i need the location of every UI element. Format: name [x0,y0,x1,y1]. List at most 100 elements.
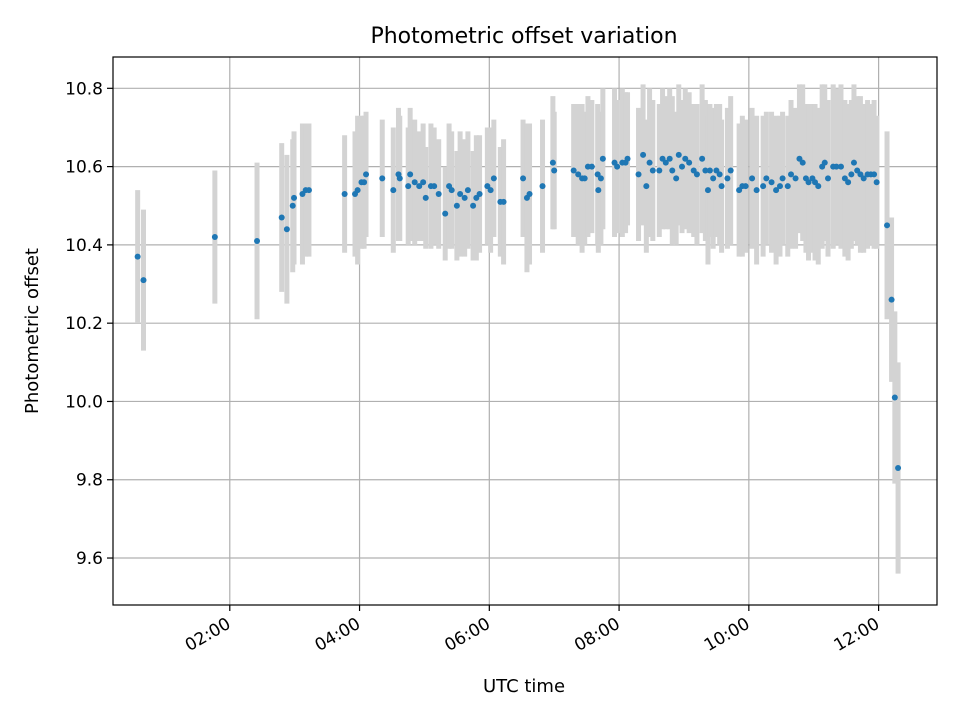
data-point [379,175,386,182]
data-point [710,175,717,182]
data-point [742,183,749,190]
data-point [526,191,533,197]
data-point [699,155,706,162]
data-point [354,187,361,194]
data-point [716,171,723,178]
data-point [727,167,734,174]
data-point [792,175,799,182]
data-point [457,191,464,197]
data-point [679,163,686,170]
data-point [763,175,770,182]
data-point [662,159,669,166]
data-point [487,187,494,194]
data-point [895,465,902,471]
data-point [476,191,483,197]
data-point [848,171,855,178]
data-point [799,159,806,166]
data-point [837,163,844,170]
data-point [673,175,680,182]
data-point [873,179,880,186]
data-point [768,179,775,186]
data-point [341,191,348,197]
data-point [575,171,582,178]
x-axis-label: UTC time [483,676,565,697]
data-point [686,159,693,166]
data-point [588,163,595,170]
data-point [845,179,852,186]
y-tick-label: 9.8 [76,471,103,491]
y-tick-label: 9.6 [76,549,103,569]
data-point [779,175,786,182]
data-point [416,183,423,190]
data-point [461,194,468,201]
data-point [635,171,642,178]
data-point [850,159,857,166]
data-point [289,202,296,209]
y-axis-label: Photometric offset [22,248,43,414]
data-point [860,175,867,182]
data-point [500,198,507,205]
y-tick-label: 10.2 [65,314,103,334]
data-point [361,179,368,186]
chart-title: Photometric offset variation [370,24,677,49]
data-point [407,171,414,178]
plot-frame [112,56,938,606]
data-point [788,171,795,178]
data-point [305,187,312,194]
data-point [669,167,676,174]
data-point [278,214,285,221]
data-point [704,187,711,194]
data-point [422,194,429,201]
data-point [773,187,780,194]
data-point [551,167,558,174]
data-point [140,277,147,284]
data-point [753,187,760,194]
data-point [254,237,261,244]
data-point [706,167,713,174]
data-point [595,187,602,194]
data-point [599,155,606,162]
data-point [442,210,449,217]
data-point [675,151,682,158]
data-point [464,187,471,194]
data-points [134,151,902,471]
y-tick-label: 10.6 [65,158,103,178]
data-point [833,163,840,170]
data-point [539,183,546,190]
data-point [624,155,631,162]
data-point [646,159,653,166]
data-point [871,171,878,178]
data-point [643,183,650,190]
data-point [724,175,731,182]
data-point [581,175,588,182]
data-point [656,167,663,174]
data-point [211,234,218,241]
data-point [405,183,412,190]
data-point [784,183,791,190]
data-point [470,202,477,209]
data-point [649,167,656,174]
data-point [884,222,891,229]
data-point [363,171,370,178]
data-point [776,183,783,190]
y-tick-label: 10.8 [65,79,103,99]
data-point [411,179,418,186]
data-point [570,167,577,174]
data-point [682,155,689,162]
data-point [815,183,822,190]
data-point [453,202,460,209]
data-point [749,175,756,182]
data-point [718,183,725,190]
data-point [824,175,831,182]
data-point [520,175,527,182]
data-point [693,171,700,178]
data-point [390,187,397,194]
data-point [490,175,497,182]
data-point [614,163,621,170]
data-point [283,226,290,233]
y-axis-ticks: 9.6 9.8 10.0 10.2 10.4 10.6 10.8 [65,79,113,569]
data-point [549,159,556,166]
data-point [666,155,673,162]
data-point [597,175,604,182]
